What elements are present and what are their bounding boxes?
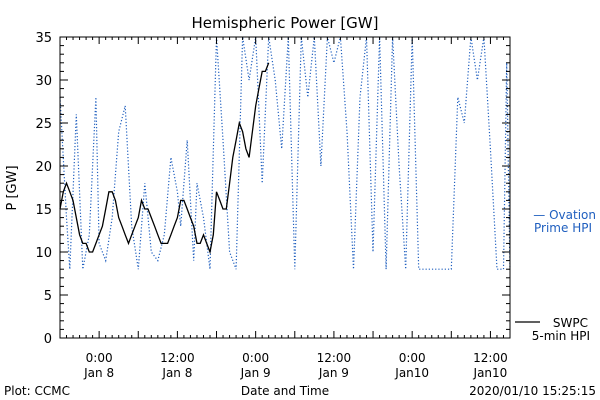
plot-frame xyxy=(60,37,510,338)
y-tick-label: 30 xyxy=(35,74,52,89)
y-tick-label: 35 xyxy=(35,31,52,46)
plot-area xyxy=(60,37,510,269)
series-line-ovation-prime-hpi xyxy=(60,37,510,269)
x-tick-time-label: 0:00 xyxy=(86,351,113,365)
plot-credit: Plot: CCMC xyxy=(4,384,70,398)
y-tick-label: 15 xyxy=(35,203,52,218)
x-tick-date-label: Jan 9 xyxy=(240,366,271,380)
series-line-swpc-5-min-hpi xyxy=(60,63,269,252)
chart-title: Hemispheric Power [GW] xyxy=(192,14,379,32)
plot-timestamp: 2020/01/10 15:25:15 xyxy=(469,384,596,398)
x-tick-date-label: Jan 8 xyxy=(83,366,114,380)
y-axis-label: P [GW] xyxy=(5,165,20,210)
x-tick-date-label: Jan10 xyxy=(473,366,508,380)
x-tick-date-label: Jan10 xyxy=(394,366,429,380)
y-tick-label: 25 xyxy=(35,117,52,132)
x-tick-time-label: 12:00 xyxy=(317,351,352,365)
x-tick-date-label: Jan 8 xyxy=(161,366,192,380)
y-tick-label: 0 xyxy=(44,332,52,347)
x-tick-time-label: 0:00 xyxy=(399,351,426,365)
legend-ovation-label: — Ovation xyxy=(533,208,596,222)
x-tick-date-label: Jan 9 xyxy=(318,366,349,380)
x-axis-label: Date and Time xyxy=(241,384,329,398)
x-tick-time-label: 12:00 xyxy=(473,351,508,365)
legend-swpc-label: SWPC xyxy=(553,316,588,330)
y-tick-label: 20 xyxy=(35,160,52,175)
legend-ovation-label-2: Prime HPI xyxy=(534,221,592,235)
y-tick-label: 5 xyxy=(44,289,52,304)
x-tick-time-label: 0:00 xyxy=(242,351,269,365)
y-tick-label: 10 xyxy=(35,246,52,261)
legend-swpc-label-2: 5-min HPI xyxy=(532,329,590,343)
x-tick-time-label: 12:00 xyxy=(160,351,195,365)
